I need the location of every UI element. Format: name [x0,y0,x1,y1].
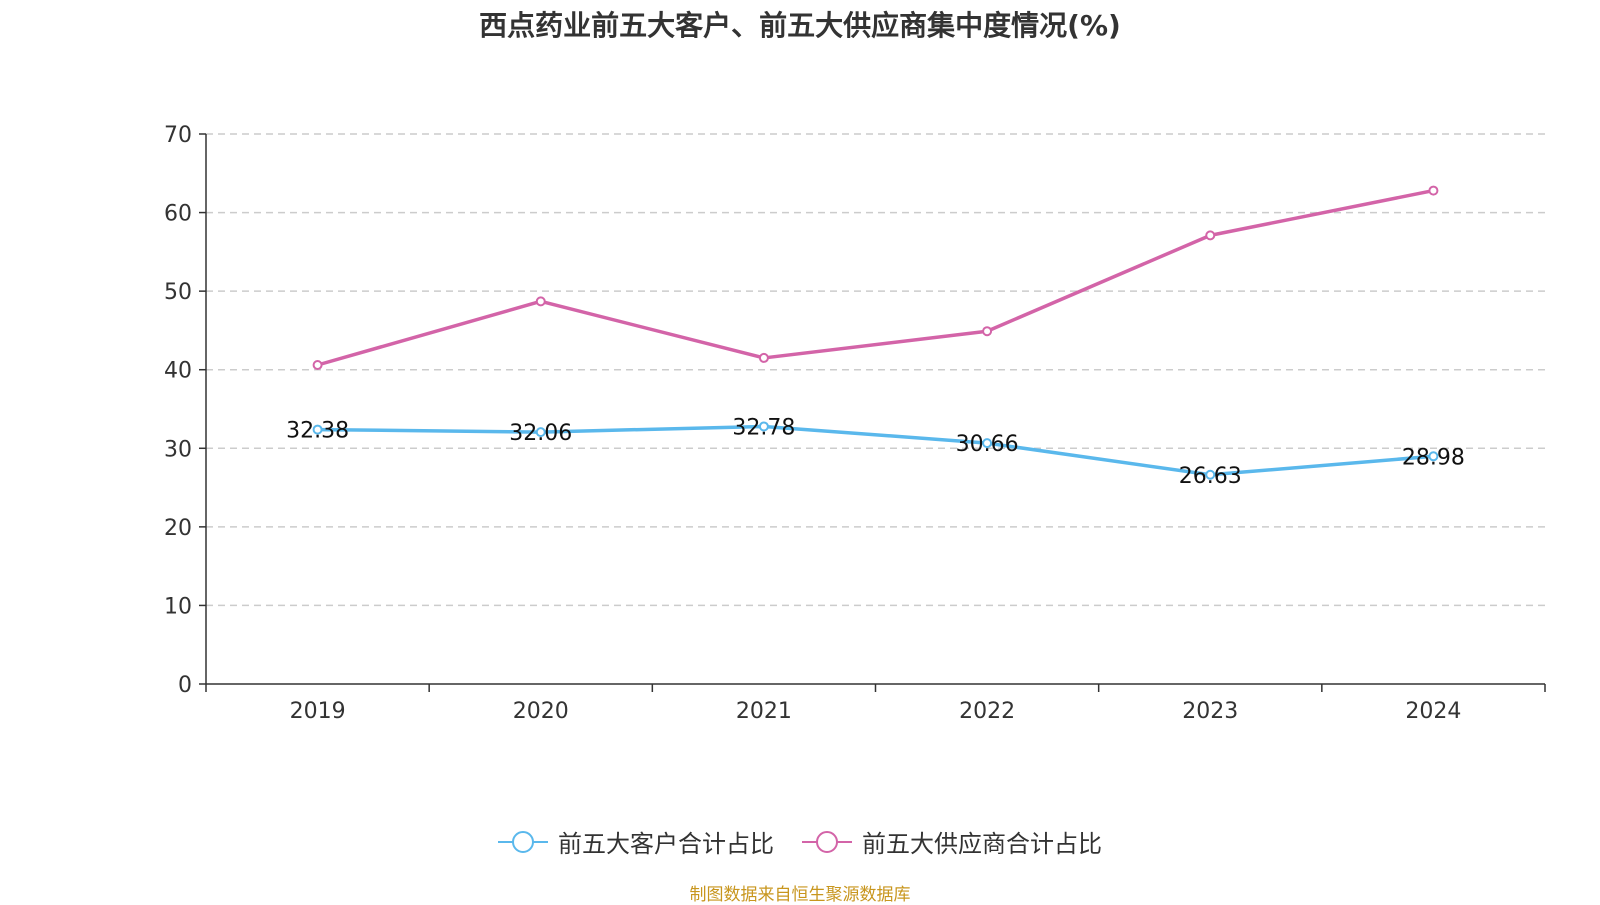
data-label: 32.38 [286,419,349,444]
x-tick-label: 2024 [1405,699,1461,724]
legend-symbol-customers-icon [498,830,548,853]
grid-lines [206,133,1545,607]
y-tick-label: 30 [164,437,192,462]
legend-label-customers: 前五大客户合计占比 [558,830,774,858]
legend-symbol-suppliers-icon [802,830,852,853]
data-label: 28.98 [1402,445,1465,470]
data-label: 30.66 [956,432,1019,457]
y-tick-label: 0 [178,673,192,698]
series-0-point [1428,451,1439,462]
x-tick-label: 2020 [513,699,569,724]
series-1-point [1205,230,1216,241]
y-tick-label: 70 [164,123,192,148]
y-tick-label: 20 [164,516,192,541]
y-tick-label: 60 [164,202,192,227]
legend-item-customers[interactable]: 前五大客户合计占比 [498,824,774,859]
data-label: 32.06 [509,421,572,446]
x-tick-label: 2023 [1182,699,1238,724]
y-tick-label: 50 [164,280,192,305]
series-line-0 [317,424,1434,477]
data-label: 32.78 [732,415,795,440]
series-1-point [1428,185,1439,196]
series-1-point [758,352,769,363]
data-label: 26.63 [1179,464,1242,489]
data-labels: 32.38 32.06 32.78 30.66 26.63 28.98 [286,415,1465,488]
x-tick-label: 2019 [290,699,346,724]
series-0-point [535,427,546,438]
x-tick-label: 2022 [959,699,1015,724]
y-tick-label: 40 [164,359,192,384]
series-0-point [312,424,323,435]
series-0-point [982,438,993,449]
series-lines [312,185,1439,480]
source-note: 制图数据来自恒生聚源数据库 [689,885,911,905]
axes: 0 10 20 30 40 50 60 70 2019 2020 2021 2022 2023 2024 [164,123,1546,724]
series-1-point [312,360,323,370]
series-0-point [1205,469,1216,480]
series-0-point [758,421,769,432]
chart-title: 西点药业前五大客户、前五大供应商集中度情况(%) [479,9,1121,42]
legend-item-suppliers[interactable]: 前五大供应商合计占比 [802,824,1102,859]
series-line-1 [317,188,1434,367]
legend-label-suppliers: 前五大供应商合计占比 [862,830,1102,858]
x-tick-label: 2021 [736,699,792,724]
series-1-point [982,326,993,337]
legend: 前五大客户合计占比 前五大供应商合计占比 [0,824,1600,859]
series-1-point [535,296,546,307]
y-tick-label: 10 [164,594,192,619]
